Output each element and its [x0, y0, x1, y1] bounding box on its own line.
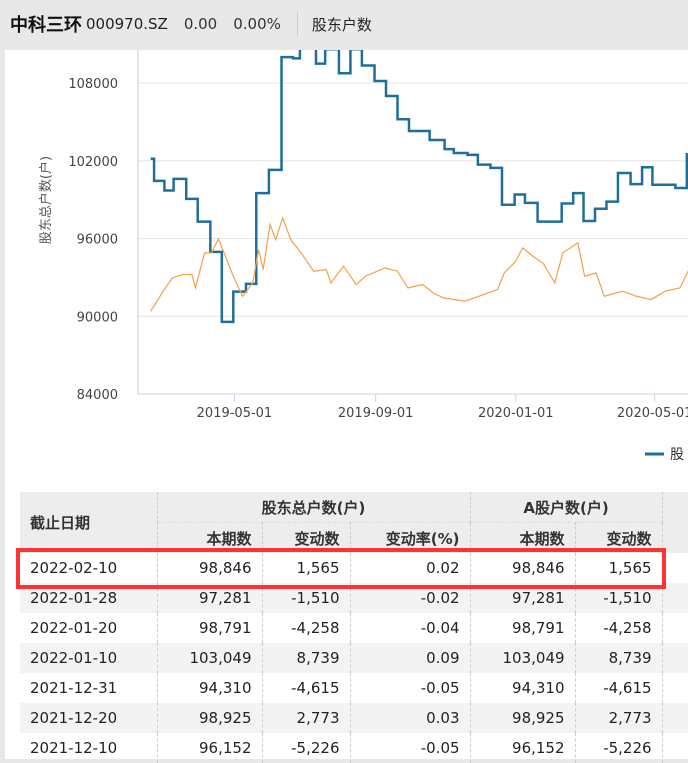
- cell-a-change: 2,773: [575, 703, 663, 733]
- cell-change: -4,258: [262, 613, 351, 643]
- x-tick-label: 2019-05-01: [197, 406, 273, 421]
- stock-name: 中科三环: [10, 15, 82, 36]
- header: 中科三环 000970.SZ 0.00 0.00% 股东户数: [0, 0, 688, 48]
- y-tick-label: 90000: [77, 310, 118, 325]
- cell-more: [662, 613, 688, 643]
- header-a-share-holders: A股户数(户): [470, 492, 663, 523]
- y-tick-label: 96000: [77, 233, 118, 248]
- y-tick-label: 84000: [77, 388, 118, 403]
- y-axis-label: 股东总户数(户): [38, 156, 54, 244]
- stock-price: 0.00: [183, 15, 218, 33]
- cell-more: [662, 643, 688, 673]
- header-more: [662, 492, 688, 553]
- header-current[interactable]: 本期数: [157, 522, 263, 553]
- y-tick-label: 108000: [68, 77, 118, 92]
- x-tick-label: 2019-09-01: [338, 406, 414, 421]
- cell-rate: 0.02: [350, 553, 471, 583]
- cell-total: 96,152: [157, 733, 263, 763]
- cell-more: [662, 553, 688, 583]
- cell-more: [662, 703, 688, 733]
- cell-date: 2022-01-20: [20, 613, 158, 643]
- cell-date: 2022-02-10: [20, 553, 158, 583]
- x-tick-label: 2020-01-01: [478, 406, 554, 421]
- header-total-holders: 股东总户数(户): [157, 492, 471, 523]
- shareholder-table: 截止日期 股东总户数(户) A股户数(户) 本期数 变动数 变动率(%) 本期数…: [20, 492, 688, 763]
- cell-more: [662, 733, 688, 763]
- header-a-current[interactable]: 本期数: [470, 522, 576, 553]
- cell-date: 2022-01-10: [20, 643, 158, 673]
- cell-rate: -0.04: [350, 613, 471, 643]
- legend[interactable]: 股: [645, 447, 684, 463]
- cell-date: 2021-12-20: [20, 703, 158, 733]
- header-date[interactable]: 截止日期: [20, 492, 158, 553]
- shareholder-chart: 84000 90000 96000 102000 108000 2019-05-01 201…: [38, 50, 688, 463]
- cell-rate: -0.05: [350, 733, 471, 763]
- cell-rate: -0.05: [350, 673, 471, 703]
- cell-a-change: -5,226: [575, 733, 663, 763]
- cell-a-total: 98,791: [470, 613, 576, 643]
- table-row[interactable]: 2021-12-20 98,925 2,773 0.03 98,925 2,773: [20, 703, 688, 733]
- table-row[interactable]: 2022-02-10 98,846 1,565 0.02 98,846 1,565: [20, 553, 688, 583]
- cell-change: 2,773: [262, 703, 351, 733]
- cell-a-total: 98,846: [470, 553, 576, 583]
- stock-code: 000970.SZ: [86, 15, 168, 33]
- cell-change: 8,739: [262, 643, 351, 673]
- cell-total: 98,925: [157, 703, 263, 733]
- x-tick-label: 2020-05-01: [617, 406, 688, 421]
- table-row[interactable]: 2021-12-10 96,152 -5,226 -0.05 96,152 -5,226: [20, 733, 688, 763]
- cell-a-change: -4,258: [575, 613, 663, 643]
- cell-total: 94,310: [157, 673, 263, 703]
- price-line: [150, 216, 688, 312]
- legend-label: 股: [670, 447, 684, 463]
- cell-rate: 0.09: [350, 643, 471, 673]
- shareholder-count-line: [150, 50, 688, 324]
- y-tick-label: 102000: [68, 155, 118, 170]
- highlight-box: [16, 548, 666, 589]
- table-row[interactable]: 2022-01-10 103,049 8,739 0.09 103,049 8,739: [20, 643, 688, 673]
- cell-more: [662, 583, 688, 613]
- table-row[interactable]: 2022-01-20 98,791 -4,258 -0.04 98,791 -4,258: [20, 613, 688, 643]
- cell-date: 2021-12-10: [20, 733, 158, 763]
- cell-date: 2021-12-31: [20, 673, 158, 703]
- cell-total: 103,049: [157, 643, 263, 673]
- table-row[interactable]: 2021-12-31 94,310 -4,615 -0.05 94,310 -4,615: [20, 673, 688, 703]
- cell-change: 1,565: [262, 553, 351, 583]
- tab-shareholder-count[interactable]: 股东户数: [311, 15, 372, 34]
- cell-total: 98,846: [157, 553, 263, 583]
- cell-change: -5,226: [262, 733, 351, 763]
- cell-change: -4,615: [262, 673, 351, 703]
- header-change-rate[interactable]: 变动率(%): [350, 522, 471, 553]
- cell-rate: 0.03: [350, 703, 471, 733]
- cell-a-total: 103,049: [470, 643, 576, 673]
- cell-a-change: 8,739: [575, 643, 663, 673]
- cell-a-total: 98,925: [470, 703, 576, 733]
- cell-a-change: 1,565: [575, 553, 663, 583]
- divider: [296, 12, 298, 36]
- stock-change-pct: 0.00%: [233, 15, 281, 33]
- cell-total: 98,791: [157, 613, 263, 643]
- header-a-change[interactable]: 变动数: [575, 522, 663, 553]
- cell-a-change: -4,615: [575, 673, 663, 703]
- cell-a-total: 96,152: [470, 733, 576, 763]
- cell-a-total: 94,310: [470, 673, 576, 703]
- cell-more: [662, 673, 688, 703]
- header-change[interactable]: 变动数: [262, 522, 351, 553]
